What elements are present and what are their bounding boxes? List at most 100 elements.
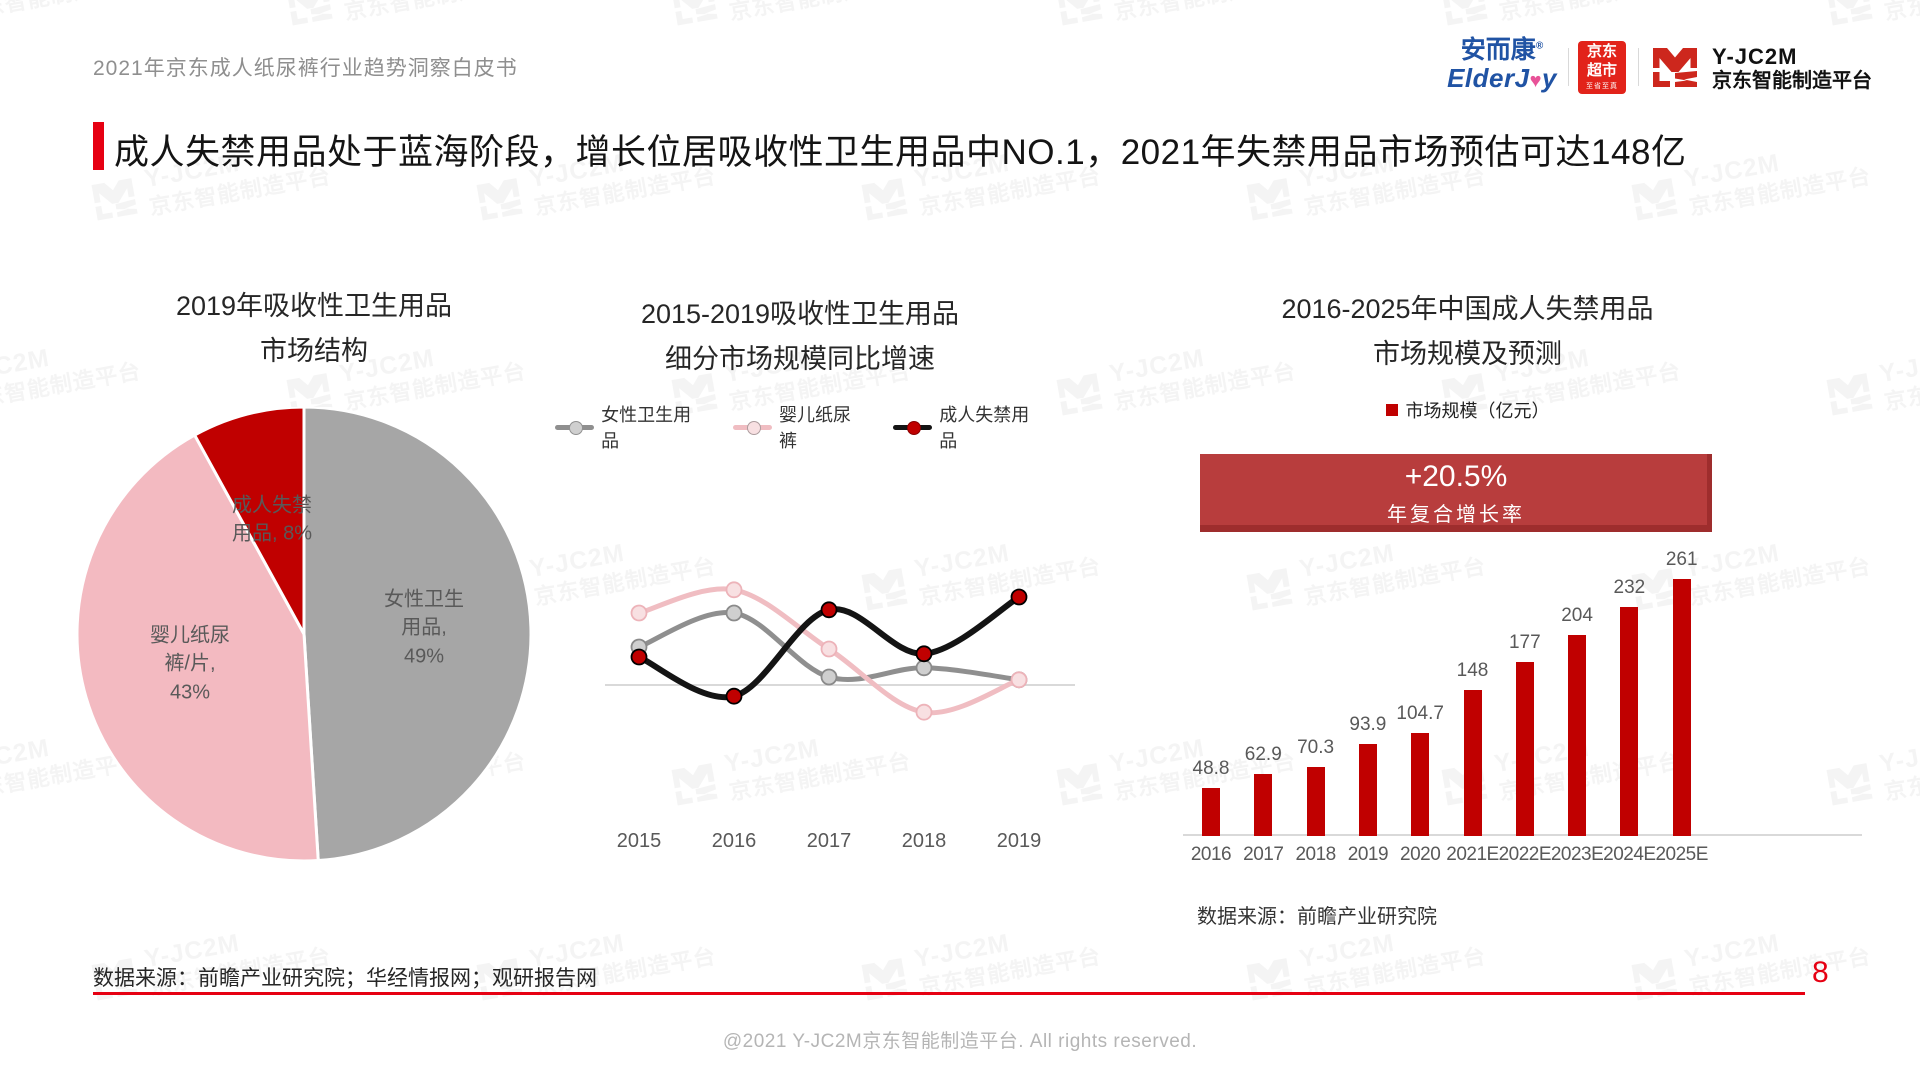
bar-value-label: 232 (1613, 577, 1646, 598)
jd-supermarket-logo: 京东 超市 至省至真 (1578, 41, 1626, 94)
bar-title-line1: 2016-2025年中国成人失禁用品 (1281, 294, 1654, 324)
bar (1306, 767, 1325, 836)
legend-dot-icon (907, 420, 922, 435)
legend-item: 婴儿纸尿裤 (732, 401, 867, 453)
legend-dot-icon (746, 420, 761, 435)
line-x-tick-label: 2019 (996, 830, 1042, 852)
bar-x-tick-label: 2025E (1655, 844, 1708, 865)
logo-divider (1568, 48, 1569, 86)
yjc2m-mark-icon (1438, 0, 1491, 30)
legend-label: 成人失禁用品 (939, 405, 1030, 451)
yjc2m-mark-icon (668, 0, 721, 30)
yjc2m-subtitle: 京东智能制造平台 (1712, 69, 1872, 92)
bar-x-tick-label: 2020 (1400, 844, 1441, 865)
data-point-marker (725, 604, 743, 622)
pie-title-line1: 2019年吸收性卫生用品 (175, 291, 453, 321)
yjc2m-mark-icon (1053, 0, 1106, 30)
yjc2m-mark-icon (1823, 367, 1876, 420)
bar-chart-source: 数据来源：前瞻产业研究院 (1197, 906, 1437, 928)
yjc2m-mark-icon (858, 952, 911, 1005)
legend-label: 女性卫生用品 (601, 405, 692, 451)
bar-x-tick-label: 2022E (1498, 844, 1552, 865)
data-point-marker (915, 645, 933, 663)
legend-square-icon (1385, 404, 1398, 416)
pie-chart (77, 407, 531, 861)
bar-x-tick-label: 2017 (1243, 844, 1284, 865)
yjc2m-mark-icon (1823, 757, 1876, 810)
yjc2m-logo-text: Y-JC2M 京东智能制造平台 (1712, 44, 1872, 94)
data-point-marker (630, 648, 648, 666)
registered-mark-icon: ® (1535, 40, 1544, 52)
data-point-marker (725, 687, 743, 705)
bottom-divider (93, 992, 1805, 995)
pie-chart-title: 2019年吸收性卫生用品 市场结构 (74, 284, 554, 373)
page-title: 成人失禁用品处于蓝海阶段，增长位居吸收性卫生用品中NO.1，2021年失禁用品市… (114, 133, 1687, 172)
bar (1463, 690, 1482, 836)
bar-x-tick-label: 2018 (1295, 844, 1336, 865)
legend-label: 婴儿纸尿裤 (779, 405, 852, 451)
data-point-marker (915, 659, 933, 677)
line-chart-legend: 女性卫生用品 婴儿纸尿裤 成人失禁用品 (555, 401, 1045, 453)
logo-divider (1638, 48, 1639, 86)
heart-icon: ♥ (1529, 70, 1542, 92)
yjc2m-mark-icon (1628, 172, 1681, 225)
brand-watermark: Y-JC2M京东智能制造平台 (1822, 0, 1920, 34)
bar-x-tick-label: 2024E (1603, 844, 1656, 865)
elderjoy-en-label: ElderJ♥y (1447, 63, 1557, 93)
bar (1515, 662, 1534, 836)
pie-slice (193, 407, 306, 636)
data-point-marker (725, 581, 743, 599)
bar (1358, 744, 1377, 836)
copyright-footer: @2021 Y-JC2M京东智能制造平台. All rights reserve… (722, 1031, 1198, 1052)
pie-slice-label: 婴儿纸尿 裤/片, 43% (150, 624, 230, 704)
legend-dot-icon (569, 420, 583, 435)
yjc2m-mark-icon (1628, 952, 1681, 1005)
line-chart (605, 581, 1075, 721)
data-point-marker (1010, 671, 1028, 689)
pie-slice (77, 433, 320, 861)
bar (1620, 607, 1639, 836)
bar-value-label: 148 (1456, 660, 1489, 681)
pie-slice-label: 成人失禁 用品, 8% (231, 494, 313, 545)
legend-line-swatch (732, 420, 773, 435)
bar (1254, 774, 1273, 836)
yjc2m-mark-icon (668, 757, 721, 810)
headline-accent-bar (93, 122, 104, 170)
bar-value-label: 104.7 (1396, 703, 1444, 724)
bar (1202, 788, 1220, 836)
legend-label: 市场规模（亿元） (1405, 401, 1550, 421)
whitepaper-title: 2021年京东成人纸尿裤行业趋势洞察白皮书 (93, 57, 518, 80)
yjc2m-mark-icon (1823, 0, 1876, 30)
bar-x-tick-label: 2016 (1190, 844, 1232, 865)
bar-value-label: 204 (1561, 605, 1593, 626)
brand-watermark: Y-JC2M京东智能制造平台 (0, 0, 143, 34)
line-chart-title: 2015-2019吸收性卫生用品 细分市场规模同比增速 (565, 292, 1035, 381)
line-x-tick-label: 2017 (806, 830, 852, 852)
elderjoy-logo: 安而康® ElderJ♥y (1440, 36, 1564, 93)
jd-logo-line2: 超市 (1586, 62, 1617, 80)
cagr-label: 年复合增长率 (1387, 503, 1525, 526)
legend-item: 成人失禁用品 (893, 401, 1045, 453)
jd-logo-line1: 京东 (1586, 43, 1617, 61)
page-number: 8 (1812, 956, 1829, 989)
data-point-marker (820, 668, 838, 686)
line-title-line2: 细分市场规模同比增速 (665, 343, 935, 374)
jd-logo-slogan: 至省至真 (1586, 82, 1618, 90)
data-sources: 数据来源：前瞻产业研究院；华经情报网；观研报告网 (93, 967, 597, 990)
legend-line-swatch (893, 420, 933, 435)
pie-slice-label: 女性卫生 用品, 49% (384, 588, 464, 668)
brand-watermark: Y-JC2M京东智能制造平台 (667, 0, 913, 34)
bar-value-label: 261 (1665, 549, 1698, 570)
bar-x-tick-label: 2021E (1446, 844, 1499, 865)
bar-value-label: 48.8 (1192, 758, 1230, 779)
bar (1672, 579, 1691, 836)
brand-watermark: Y-JC2M京东智能制造平台 (282, 0, 528, 34)
bar-value-label: 177 (1508, 632, 1541, 653)
bar-x-tick-label: 2023E (1550, 844, 1604, 865)
bar (1568, 635, 1587, 836)
